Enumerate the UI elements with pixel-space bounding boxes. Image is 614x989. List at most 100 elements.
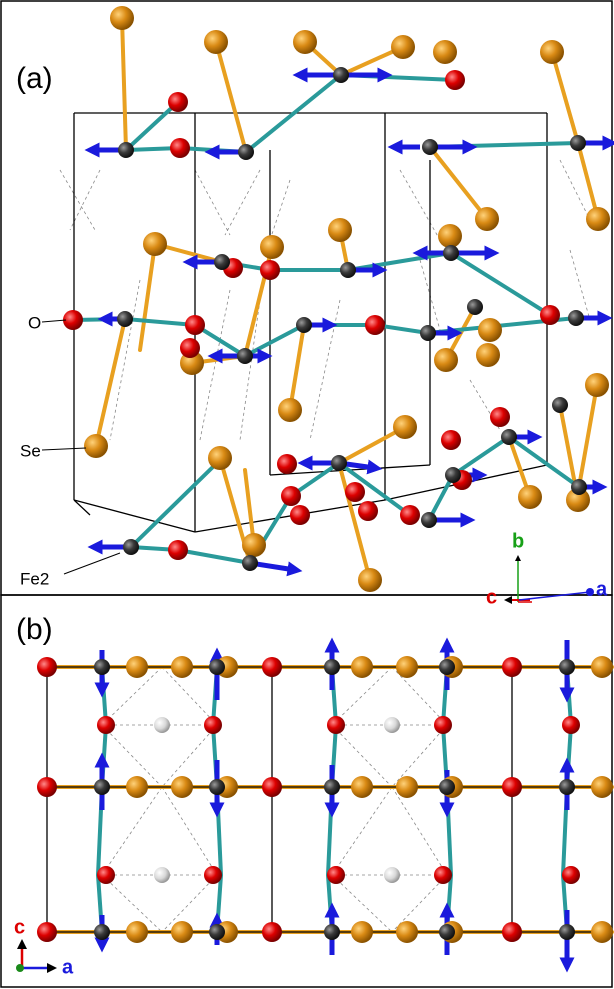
bond — [337, 425, 407, 465]
atom — [439, 779, 455, 795]
bond — [124, 100, 180, 152]
atom — [393, 415, 417, 439]
atom — [443, 245, 459, 261]
bond — [550, 50, 580, 145]
axis-label: a — [62, 956, 74, 978]
atom — [260, 260, 280, 280]
atom — [333, 67, 349, 83]
bond — [428, 145, 489, 221]
atom — [540, 40, 564, 64]
atom — [262, 777, 282, 797]
atom — [180, 338, 200, 358]
contact-line — [569, 249, 591, 321]
bond — [129, 458, 222, 549]
bond — [120, 16, 128, 152]
atom — [204, 866, 222, 884]
bond — [346, 251, 453, 272]
contact-line — [59, 169, 96, 231]
contact-line — [309, 299, 341, 441]
bond — [337, 461, 412, 517]
contact-line — [391, 874, 448, 933]
atom — [365, 315, 385, 335]
atom — [260, 235, 284, 259]
atom — [118, 142, 134, 158]
atom — [396, 776, 418, 798]
atom — [439, 924, 455, 940]
bond — [243, 468, 256, 547]
atom — [327, 716, 345, 734]
atom — [277, 454, 297, 474]
atom — [421, 512, 437, 528]
atom — [559, 659, 575, 675]
atom — [445, 70, 465, 90]
bond — [288, 323, 306, 412]
panel-label: (a) — [16, 62, 53, 95]
atom — [441, 430, 461, 450]
contact-line — [224, 169, 261, 236]
atom — [327, 866, 345, 884]
atom — [351, 921, 373, 943]
leader-line — [63, 552, 121, 575]
atom — [396, 921, 418, 943]
atom — [237, 348, 253, 364]
atom — [185, 315, 205, 335]
atom — [242, 555, 258, 571]
atom — [293, 30, 317, 54]
bond — [214, 40, 248, 154]
atom — [475, 207, 499, 231]
atom — [214, 254, 230, 270]
atom — [422, 139, 438, 155]
contact-line — [194, 169, 231, 236]
atom — [324, 659, 340, 675]
atom — [168, 540, 188, 560]
axis-arrow — [518, 591, 591, 601]
atom — [586, 207, 610, 231]
atom — [126, 656, 148, 678]
atom — [63, 310, 83, 330]
atom — [439, 659, 455, 675]
atom — [84, 434, 108, 458]
bond — [243, 323, 306, 358]
contact-line — [391, 786, 448, 876]
atom — [238, 144, 254, 160]
bond — [576, 141, 600, 221]
atom — [345, 482, 365, 502]
atom-label: Se — [20, 441, 41, 460]
atom — [384, 717, 400, 733]
atom — [296, 317, 312, 333]
atom — [559, 779, 575, 795]
atom — [110, 6, 134, 30]
atom — [170, 138, 190, 158]
atom — [171, 656, 193, 678]
atom — [171, 776, 193, 798]
atom — [97, 716, 115, 734]
atom — [204, 30, 228, 54]
contact-line — [101, 724, 163, 788]
bond — [427, 473, 455, 522]
atom — [143, 232, 167, 256]
atom — [168, 92, 188, 112]
atom — [476, 343, 500, 367]
atom — [208, 446, 232, 470]
atom — [154, 867, 170, 883]
contact-line — [331, 874, 393, 933]
atom — [324, 779, 340, 795]
atom — [281, 486, 301, 506]
atom — [420, 325, 436, 341]
panel-a-structure — [59, 6, 614, 592]
atom — [209, 659, 225, 675]
axis-dot — [586, 588, 594, 596]
contact-line — [161, 874, 218, 933]
atom — [358, 501, 378, 521]
atom — [331, 455, 347, 471]
atom — [540, 305, 560, 325]
atom — [328, 218, 352, 242]
leader-line — [41, 319, 67, 323]
contact-line — [199, 289, 231, 441]
axis-label: c — [486, 586, 497, 608]
atom — [562, 866, 580, 884]
atom — [209, 924, 225, 940]
bond — [94, 317, 127, 448]
atom — [262, 922, 282, 942]
